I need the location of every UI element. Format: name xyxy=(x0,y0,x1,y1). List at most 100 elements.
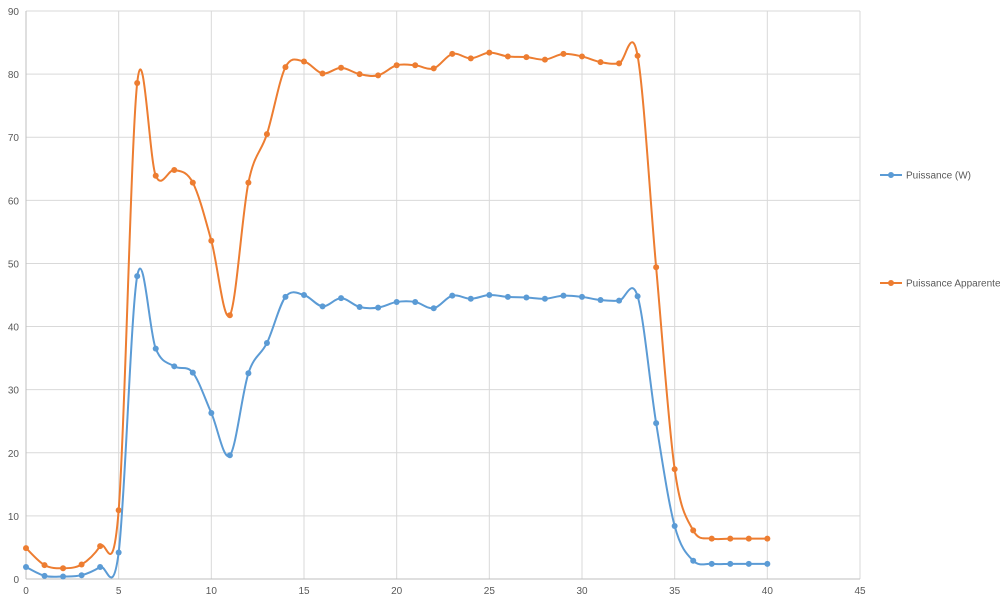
x-tick-label: 10 xyxy=(206,586,218,597)
data-point xyxy=(690,527,697,534)
data-point xyxy=(152,345,159,352)
legend-item: Puissance Apparente xyxy=(880,279,1000,290)
data-point xyxy=(171,167,178,174)
data-point xyxy=(634,52,641,59)
data-point xyxy=(60,573,67,580)
data-point xyxy=(115,549,122,556)
legend-marker xyxy=(888,172,894,178)
series-puissance-apparente xyxy=(23,41,771,572)
x-tick-label: 40 xyxy=(762,586,774,597)
data-point xyxy=(393,62,400,69)
legend-marker xyxy=(888,280,894,286)
y-tick-label: 60 xyxy=(8,196,20,207)
data-point xyxy=(226,452,233,459)
data-point xyxy=(486,292,493,298)
data-point xyxy=(338,64,345,71)
x-tick-label: 35 xyxy=(669,586,681,597)
y-tick-label: 50 xyxy=(8,259,20,270)
data-point xyxy=(745,535,752,542)
data-point xyxy=(245,179,252,186)
data-point xyxy=(189,369,196,376)
data-point xyxy=(727,535,734,542)
y-tick-label: 20 xyxy=(8,449,20,460)
data-point xyxy=(597,297,604,304)
data-point xyxy=(708,560,715,567)
data-point xyxy=(486,49,493,56)
data-point xyxy=(560,50,567,57)
data-point xyxy=(97,564,104,571)
data-point xyxy=(579,53,585,60)
data-point xyxy=(23,564,29,571)
data-point xyxy=(764,535,771,542)
data-point xyxy=(60,565,67,572)
y-tick-label: 70 xyxy=(8,133,20,144)
data-point xyxy=(690,557,697,564)
legend: Puissance (W) Puissance Apparente xyxy=(880,171,1000,290)
data-point xyxy=(319,70,326,77)
data-point xyxy=(245,370,252,377)
data-point xyxy=(579,293,585,300)
y-tick-label: 90 xyxy=(8,7,20,18)
y-tick-label: 40 xyxy=(8,323,20,334)
data-point xyxy=(745,560,752,567)
axes: 0 10 20 30 40 50 60 70 80 90 0 5 10 15 20 25 30 35 40 45 xyxy=(8,7,866,597)
x-tick-label: 30 xyxy=(576,586,588,597)
data-point xyxy=(375,304,382,311)
data-point xyxy=(189,179,196,186)
x-tick-label: 20 xyxy=(391,586,403,597)
data-point xyxy=(393,298,400,305)
data-point xyxy=(23,545,29,552)
data-point xyxy=(467,55,474,62)
data-point xyxy=(282,293,289,300)
data-point xyxy=(41,562,48,569)
data-point xyxy=(634,293,641,300)
data-point xyxy=(263,131,270,138)
data-point xyxy=(412,298,419,305)
legend-label: Puissance (W) xyxy=(906,171,971,182)
data-point xyxy=(375,72,382,79)
series-layer xyxy=(23,41,771,580)
x-tick-label: 0 xyxy=(23,586,29,597)
data-point xyxy=(78,561,85,568)
legend-item: Puissance (W) xyxy=(880,171,971,182)
gridlines xyxy=(26,10,861,579)
data-point xyxy=(356,71,363,78)
data-point xyxy=(708,535,715,542)
data-point xyxy=(449,50,456,57)
data-point xyxy=(152,172,159,179)
data-point xyxy=(541,295,548,302)
data-point xyxy=(504,293,511,300)
data-point xyxy=(467,295,474,302)
y-tick-label: 10 xyxy=(8,512,20,523)
data-point xyxy=(541,56,548,63)
data-point xyxy=(430,305,437,312)
x-tick-label: 25 xyxy=(484,586,496,597)
x-tick-label: 15 xyxy=(298,586,310,597)
data-point xyxy=(115,507,122,514)
data-point xyxy=(764,560,771,567)
data-point xyxy=(523,54,530,61)
data-point xyxy=(78,572,85,579)
data-point xyxy=(41,572,48,579)
data-point xyxy=(208,237,215,244)
data-point xyxy=(263,339,270,346)
data-point xyxy=(653,264,660,271)
x-tick-label: 45 xyxy=(854,586,866,597)
data-point xyxy=(616,60,623,67)
data-point xyxy=(208,410,215,417)
legend-label: Puissance Apparente xyxy=(906,279,1000,290)
data-point xyxy=(597,59,604,66)
data-point xyxy=(671,466,678,473)
data-point xyxy=(282,64,289,71)
data-point xyxy=(430,65,437,72)
data-point xyxy=(653,420,660,427)
data-point xyxy=(523,294,530,301)
data-point xyxy=(301,292,307,298)
data-point xyxy=(319,303,326,310)
data-point xyxy=(301,58,307,65)
data-point xyxy=(412,62,419,69)
data-point xyxy=(338,295,345,302)
data-point xyxy=(226,312,233,319)
x-tick-label: 5 xyxy=(116,586,122,597)
